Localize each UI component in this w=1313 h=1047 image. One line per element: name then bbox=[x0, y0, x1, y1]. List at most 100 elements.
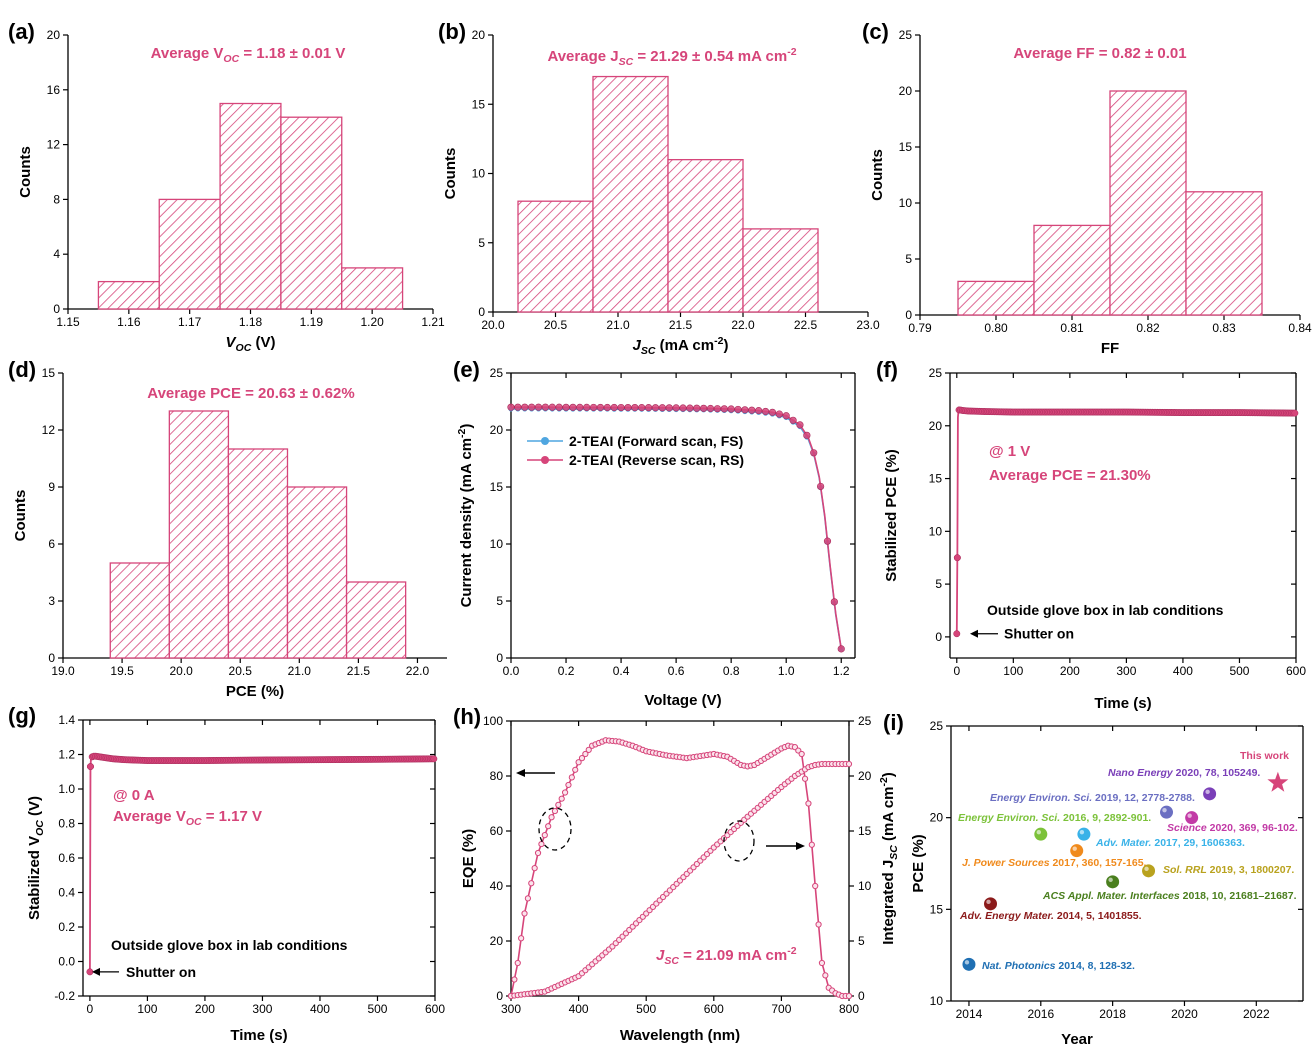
literature-point bbox=[962, 957, 976, 971]
x-axis-label: Wavelength (nm) bbox=[620, 1027, 740, 1044]
x-axis-label: Time (s) bbox=[1094, 695, 1151, 712]
journal-name: J. Power Sources bbox=[962, 857, 1050, 869]
y2-tick-label: 5 bbox=[858, 934, 865, 948]
literature-point bbox=[1203, 787, 1217, 801]
x-tick-label: 800 bbox=[839, 1002, 859, 1016]
citation-details: 2020, 369, 96-102. bbox=[1207, 822, 1298, 834]
x-tick-label: 21.0 bbox=[288, 664, 312, 678]
y-tick-label: 40 bbox=[490, 879, 504, 893]
y-tick-label: 1.2 bbox=[58, 748, 75, 762]
y-tick-label: 20 bbox=[490, 934, 504, 948]
eqe-point bbox=[558, 795, 565, 802]
eqe-point bbox=[808, 841, 815, 848]
data-point bbox=[755, 407, 763, 415]
arrow-head bbox=[970, 629, 978, 638]
y-axis-label-part: (V) bbox=[26, 796, 43, 820]
y-tick-label: 25 bbox=[930, 719, 944, 733]
eqe-point bbox=[518, 935, 525, 942]
y-tick-label: 5 bbox=[905, 252, 912, 266]
data-point bbox=[686, 404, 694, 412]
eqe-point bbox=[531, 865, 538, 872]
data-point bbox=[727, 405, 735, 413]
x-tick-label: 1.21 bbox=[421, 315, 445, 329]
y-axis-label-wrap: Counts bbox=[869, 149, 886, 201]
data-point bbox=[775, 410, 783, 418]
eqe-point bbox=[845, 992, 853, 1000]
y-axis-label: Counts bbox=[12, 490, 29, 542]
data-point bbox=[830, 598, 838, 606]
panel-b: 20.0 20.5 21.0 21.5 22.0 22.5 23.0 0 5 10 15 20 (b) A… bbox=[438, 19, 880, 357]
x-tick-label: 0.82 bbox=[1136, 321, 1160, 335]
x-tick-label: 200 bbox=[195, 1002, 215, 1016]
x-tick-label: 0.81 bbox=[1060, 321, 1084, 335]
data-point bbox=[87, 763, 94, 771]
legend-marker bbox=[541, 437, 549, 445]
x-axis-label-part: Wavelength (nm) bbox=[620, 1027, 740, 1044]
panel-h: 300 400 500 600 700 8000204060801000510152025… bbox=[453, 704, 900, 1044]
average-annotation: Average FF = 0.82 ± 0.01 bbox=[1013, 45, 1186, 62]
panel-e: 0.0 0.2 0.4 0.6 0.8 1.0 1.2 0 5 10 15 20 25 2-TEAI (F… bbox=[453, 357, 856, 709]
average-annotation: Average JSC = 21.29 ± 0.54 mA cm-2 bbox=[547, 46, 796, 68]
y-tick-label: 0 bbox=[48, 651, 55, 665]
data-point bbox=[610, 403, 618, 412]
x-tick-label: 1.17 bbox=[178, 315, 202, 329]
citation-details: 2019, 3, 1800207. bbox=[1207, 864, 1295, 876]
x-tick-label: 19.0 bbox=[51, 664, 75, 678]
data-point bbox=[810, 449, 818, 457]
eqe-point bbox=[585, 746, 592, 753]
data-point bbox=[734, 405, 742, 414]
x-tick-label: 22.5 bbox=[794, 318, 818, 332]
x-tick-label: 500 bbox=[636, 1002, 656, 1016]
average-annotation-part: Average V bbox=[151, 45, 224, 62]
panel-c: 0.79 0.80 0.81 0.82 0.83 0.84 0 5 10 15 20 25 (c) Ave… bbox=[862, 19, 1312, 357]
histogram-bar bbox=[168, 410, 230, 659]
histogram-bar bbox=[280, 116, 343, 310]
point-highlight bbox=[1079, 829, 1085, 835]
histogram-bar bbox=[517, 200, 594, 313]
literature-point bbox=[1160, 805, 1174, 819]
eqe-point bbox=[565, 781, 572, 789]
jsc-annotation-part: SC bbox=[664, 955, 679, 967]
journal-name: Science bbox=[1167, 822, 1207, 834]
data-point bbox=[803, 431, 811, 439]
point-highlight bbox=[1072, 846, 1077, 851]
data-point bbox=[514, 403, 522, 411]
histogram-bar bbox=[286, 486, 348, 659]
x-tick-label: 1.19 bbox=[300, 315, 324, 329]
y-axis-label: EQE (%) bbox=[460, 829, 477, 888]
literature-point bbox=[1077, 827, 1091, 841]
histogram-bar bbox=[1185, 191, 1263, 316]
data-point bbox=[953, 630, 961, 638]
panel-f: 0 100 200 300 400 500 600 0 5 10 15 20 25 (f) @ 1 V Ave… bbox=[876, 357, 1306, 712]
data-point bbox=[700, 404, 708, 412]
x-axis-label-part: ) bbox=[723, 337, 728, 354]
x-axis-label-part: J bbox=[633, 337, 642, 354]
point-highlight bbox=[986, 899, 991, 905]
y-tick-label: 15 bbox=[490, 480, 504, 494]
x-tick-label: 0.8 bbox=[723, 664, 740, 678]
x-axis-label: FF bbox=[1101, 340, 1119, 357]
x-tick-label: 400 bbox=[1173, 664, 1193, 678]
x-tick-label: 0.84 bbox=[1288, 321, 1312, 335]
x-tick-label: 2020 bbox=[1171, 1007, 1198, 1021]
point-highlight bbox=[1108, 877, 1113, 883]
shutter-label: Shutter on bbox=[126, 964, 196, 980]
panel-label: (f) bbox=[876, 357, 898, 382]
y-axis-label: Stabilized VOC (V) bbox=[26, 796, 46, 920]
eqe-point bbox=[822, 972, 829, 979]
panel-i: 2014 2016 2018 2020 2022 10 15 20 25 Nat. Photoni… bbox=[883, 710, 1304, 1047]
eqe-point bbox=[818, 959, 826, 967]
x-axis-label: Voltage (V) bbox=[644, 692, 721, 709]
jsc-annotation-part: -2 bbox=[787, 945, 796, 957]
y-axis-label-part: OC bbox=[34, 820, 46, 836]
panel-label: (d) bbox=[8, 357, 36, 382]
journal-name: Nano Energy bbox=[1108, 767, 1174, 779]
y-tick-label: 5 bbox=[478, 236, 485, 250]
y-tick-label: 0 bbox=[905, 308, 912, 322]
arrow-head bbox=[92, 967, 100, 976]
x-axis-label-part: Voltage (V) bbox=[644, 692, 721, 709]
eqe-point bbox=[551, 807, 559, 815]
y-tick-label: 4 bbox=[53, 247, 60, 261]
reference-label: Sol. RRL 2019, 3, 1800207. bbox=[1163, 864, 1294, 876]
data-point bbox=[741, 406, 749, 414]
